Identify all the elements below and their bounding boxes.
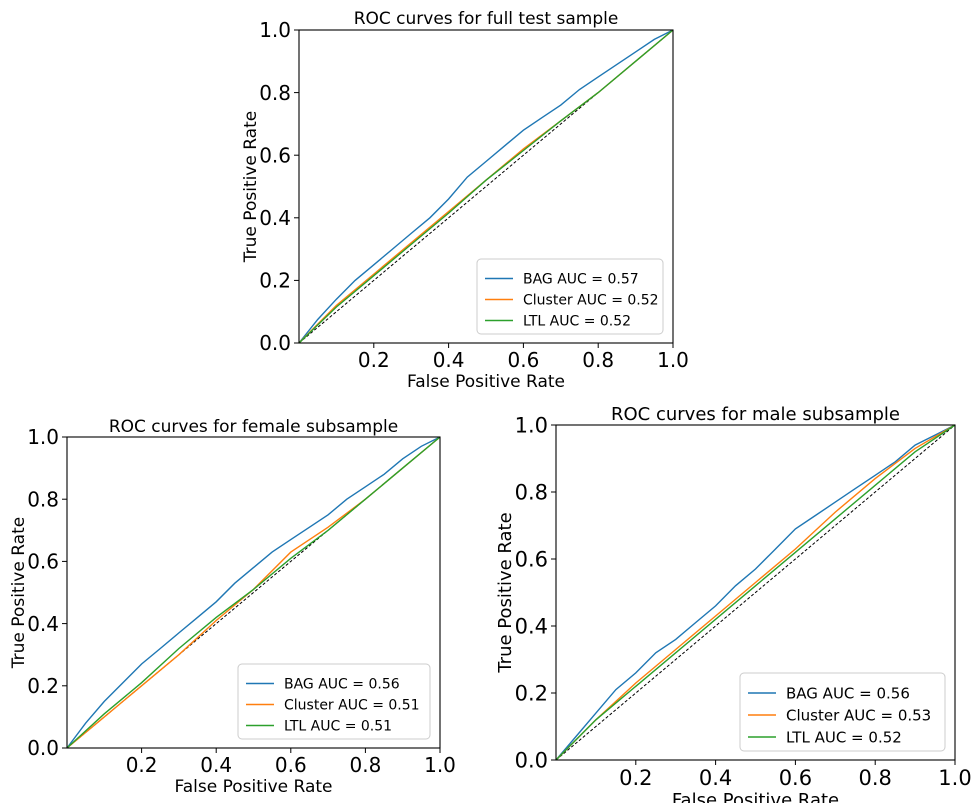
legend: BAG AUC = 0.56 Cluster AUC = 0.53 LTL AUC … bbox=[739, 672, 946, 752]
legend-label: Cluster AUC = 0.52 bbox=[523, 293, 659, 309]
y-tick-label: 0.2 bbox=[515, 682, 548, 706]
x-tick-label: 0.6 bbox=[275, 753, 307, 777]
y-tick-label: 1.0 bbox=[27, 425, 59, 449]
y-axis-label: True Positive Rate bbox=[495, 512, 516, 673]
x-tick-label: 0.4 bbox=[433, 348, 465, 372]
x-tick-label: 1.0 bbox=[657, 348, 689, 372]
legend-label: Cluster AUC = 0.53 bbox=[786, 706, 931, 724]
plot-frame bbox=[555, 424, 956, 761]
chart-panel-2: 0.2 0.4 0.6 0.8 1.0 0.0 0.2 0.4 0.6 0.8 1.0 ROC cur… bbox=[9, 417, 456, 797]
x-axis-label: False Positive Rate bbox=[175, 777, 333, 797]
y-tick-label: 0.0 bbox=[259, 331, 291, 355]
legend: BAG AUC = 0.56 Cluster AUC = 0.51 LTL AUC … bbox=[237, 663, 431, 740]
y-tick-label: 0.0 bbox=[515, 749, 548, 773]
y-axis-label: True Positive Rate bbox=[9, 517, 29, 669]
chart-title: ROC curves for female subsample bbox=[109, 417, 398, 437]
legend-label: LTL AUC = 0.52 bbox=[786, 728, 902, 746]
plot-frame bbox=[298, 29, 674, 344]
x-tick-label: 0.2 bbox=[126, 753, 158, 777]
y-tick-label: 0.4 bbox=[259, 206, 291, 230]
chance-diagonal-line bbox=[555, 424, 956, 761]
legend-label: BAG AUC = 0.57 bbox=[523, 272, 639, 288]
y-tick-label: 1.0 bbox=[259, 18, 291, 42]
series-line-3 bbox=[66, 436, 441, 749]
y-tick-label: 0.6 bbox=[27, 550, 59, 574]
x-tick-label: 0.2 bbox=[358, 348, 390, 372]
x-tick-label: 1.0 bbox=[424, 753, 456, 777]
y-tick-label: 0.8 bbox=[259, 81, 291, 105]
legend-box bbox=[739, 672, 946, 752]
x-tick-label: 1.0 bbox=[938, 766, 971, 790]
x-tick-label: 0.8 bbox=[858, 766, 891, 790]
legend-label: BAG AUC = 0.56 bbox=[284, 677, 400, 693]
chart-title: ROC curves for full test sample bbox=[354, 9, 619, 29]
x-tick-label: 0.8 bbox=[349, 753, 381, 777]
y-tick-label: 0.0 bbox=[27, 736, 59, 760]
y-tick-label: 0.4 bbox=[515, 615, 548, 639]
y-tick-label: 0.2 bbox=[259, 269, 291, 293]
x-tick-label: 0.6 bbox=[779, 766, 812, 790]
legend-label: LTL AUC = 0.51 bbox=[284, 719, 392, 735]
legend-label: LTL AUC = 0.52 bbox=[523, 314, 631, 330]
y-axis-label: True Positive Rate bbox=[241, 111, 261, 263]
chart-panel-3: 0.2 0.4 0.6 0.8 1.0 0.0 0.2 0.4 0.6 0.8 1.0 ROC cur… bbox=[495, 404, 972, 803]
x-axis-label: False Positive Rate bbox=[407, 372, 565, 392]
legend-label: Cluster AUC = 0.51 bbox=[284, 698, 420, 714]
y-tick-label: 1.0 bbox=[515, 414, 548, 438]
y-tick-label: 0.4 bbox=[27, 612, 59, 636]
x-tick-label: 0.4 bbox=[200, 753, 232, 777]
series-line-2 bbox=[555, 424, 956, 761]
y-tick-label: 0.8 bbox=[515, 481, 548, 505]
series-line-1 bbox=[555, 424, 956, 761]
legend-label: BAG AUC = 0.56 bbox=[786, 684, 910, 702]
x-tick-label: 0.4 bbox=[699, 766, 732, 790]
series-line-1 bbox=[298, 29, 674, 344]
legend-box bbox=[476, 258, 664, 335]
y-tick-label: 0.6 bbox=[515, 548, 548, 572]
chart-title: ROC curves for male subsample bbox=[611, 404, 900, 425]
plot-frame bbox=[66, 436, 441, 749]
x-tick-label: 0.2 bbox=[619, 766, 652, 790]
y-tick-label: 0.6 bbox=[259, 143, 291, 167]
series-line-1 bbox=[66, 436, 441, 749]
y-tick-label: 0.2 bbox=[27, 674, 59, 698]
x-tick-label: 0.6 bbox=[507, 348, 539, 372]
chart-panel-1: 0.2 0.4 0.6 0.8 1.0 0.0 0.2 0.4 0.6 0.8 1.0 ROC cur… bbox=[241, 9, 689, 392]
legend: BAG AUC = 0.57 Cluster AUC = 0.52 LTL AUC … bbox=[476, 258, 664, 335]
x-axis-label: False Positive Rate bbox=[672, 790, 839, 803]
legend-box bbox=[237, 663, 431, 740]
y-tick-label: 0.8 bbox=[27, 487, 59, 511]
series-line-3 bbox=[555, 424, 956, 761]
x-tick-label: 0.8 bbox=[582, 348, 614, 372]
series-line-3 bbox=[298, 29, 674, 344]
